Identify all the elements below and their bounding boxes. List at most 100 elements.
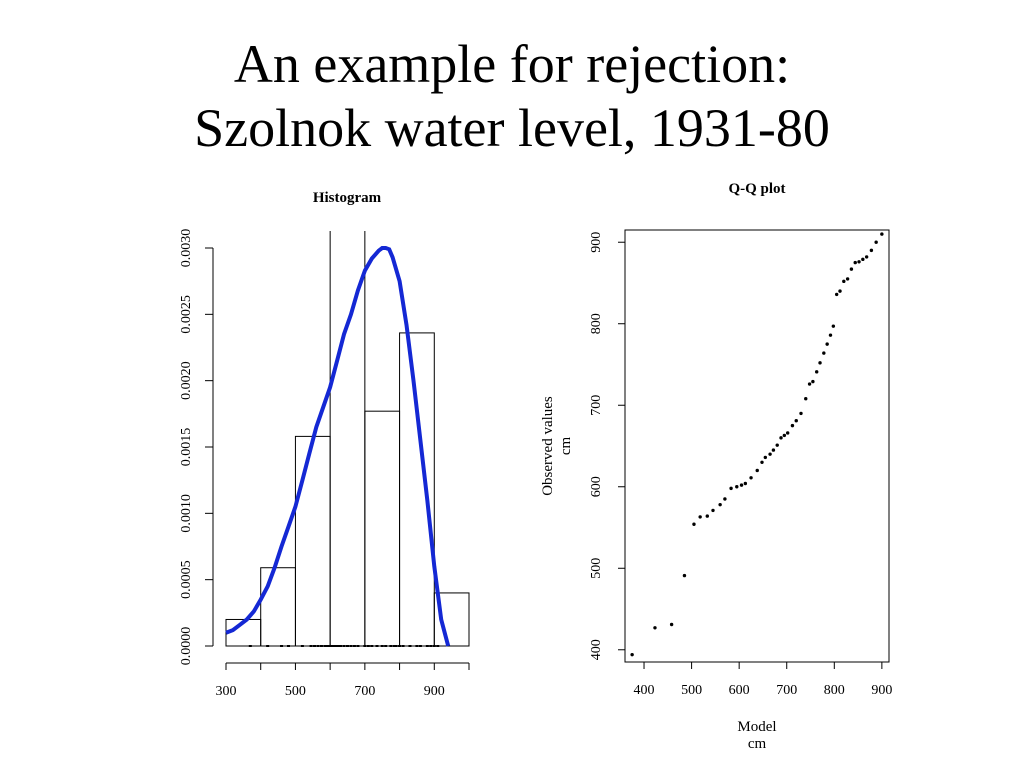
histogram-x-tick-label: 700 bbox=[354, 684, 375, 699]
qq-plot-point bbox=[782, 433, 787, 438]
slide-title-line-2: Szolnok water level, 1931-80 bbox=[194, 98, 830, 158]
qq-plot-x-tick-label: 500 bbox=[681, 683, 702, 698]
histogram-y-axis: 0.0000 0.0005 0.0010 0.0015 0.0020 0.0025 0.00… bbox=[179, 229, 214, 666]
histogram-rug-mark bbox=[328, 645, 332, 647]
histogram-rug-mark bbox=[335, 645, 339, 647]
qq-plot-point bbox=[785, 431, 790, 435]
histogram-x-tick-label: 900 bbox=[424, 684, 445, 699]
histogram-x-tick-label: 300 bbox=[216, 684, 237, 699]
histogram-rug-mark bbox=[266, 645, 270, 647]
qq-plot-point bbox=[880, 232, 884, 236]
qq-plot-points bbox=[630, 232, 884, 657]
histogram-rug-mark bbox=[352, 645, 356, 647]
slide-title: An example for rejection: Szolnok water … bbox=[0, 32, 1024, 160]
qq-plot-point bbox=[825, 342, 829, 346]
histogram-chart: Histogram 0.0000 0.0005 0.0010 0.0015 0.0020… bbox=[179, 190, 470, 699]
histogram-rug-mark bbox=[363, 645, 367, 647]
qq-plot-point bbox=[711, 508, 715, 513]
qq-plot-point bbox=[849, 267, 854, 271]
qq-plot-point bbox=[861, 257, 865, 262]
qq-plot-point bbox=[771, 448, 776, 452]
histogram-rug-mark bbox=[394, 645, 398, 647]
qq-plot-y-label: Observed values bbox=[540, 396, 556, 496]
qq-plot-y-tick-label: 500 bbox=[589, 558, 604, 579]
qq-plot-point bbox=[669, 622, 674, 627]
qq-plot-point bbox=[692, 522, 696, 526]
qq-plot-frame bbox=[624, 229, 890, 663]
histogram-rug-mark bbox=[384, 645, 388, 647]
histogram-rug-mark bbox=[300, 645, 304, 647]
qq-plot-point bbox=[698, 515, 702, 519]
density-curve bbox=[225, 246, 451, 647]
qq-plot-point bbox=[755, 468, 759, 473]
qq-plot-x-tick-label: 400 bbox=[634, 683, 655, 698]
qq-plot-y-axis: 400 500 600 700 800 900 bbox=[589, 232, 625, 660]
histogram-rug-mark bbox=[408, 645, 412, 647]
qq-plot-y-tick-label: 600 bbox=[589, 476, 604, 497]
qq-plot-point bbox=[718, 502, 722, 507]
histogram-rug-mark bbox=[375, 645, 379, 647]
histogram-y-tick-label: 0.0015 bbox=[179, 428, 194, 467]
qq-plot-y-tick-label: 400 bbox=[589, 639, 604, 660]
histogram-rug-mark bbox=[309, 645, 313, 647]
qq-plot-point bbox=[811, 379, 815, 384]
histogram-rug-mark bbox=[398, 645, 402, 647]
qq-plot-y-unit: cm bbox=[558, 437, 574, 456]
qq-plot-x-axis: 400 500 600 700 800 900 bbox=[634, 662, 892, 698]
qq-plot-point bbox=[768, 452, 772, 456]
qq-plot-x-tick-label: 900 bbox=[871, 683, 892, 698]
histogram-y-tick-label: 0.0025 bbox=[179, 295, 194, 334]
histogram-rug-mark bbox=[337, 645, 341, 647]
qq-plot-point bbox=[834, 292, 839, 297]
histogram-rug-mark bbox=[280, 645, 284, 647]
histogram-rug-mark bbox=[316, 645, 320, 647]
histogram-title: Histogram bbox=[313, 190, 382, 206]
histogram-rug-mark bbox=[286, 645, 290, 647]
qq-plot-point bbox=[842, 279, 846, 284]
qq-plot-point bbox=[653, 626, 657, 630]
histogram-rug-mark bbox=[366, 645, 370, 647]
histogram-rug bbox=[248, 645, 440, 647]
histogram-reference-lines bbox=[329, 231, 366, 646]
histogram-rug-mark bbox=[429, 645, 433, 647]
histogram-rug-mark bbox=[319, 645, 323, 647]
qq-plot-point bbox=[874, 240, 878, 244]
histogram-y-tick-label: 0.0000 bbox=[179, 627, 194, 666]
qq-plot-point bbox=[682, 573, 687, 578]
histogram-y-tick-label: 0.0010 bbox=[179, 494, 194, 533]
qq-plot-chart: Q-Q plot 400 500 600 700 800 900 400 500 600 700… bbox=[540, 181, 892, 752]
histogram-x-axis: 300 500 700 900 bbox=[216, 662, 470, 699]
qq-plot-point bbox=[630, 652, 634, 657]
histogram-rug-mark bbox=[326, 645, 330, 647]
histogram-rug-mark bbox=[392, 645, 396, 647]
qq-plot-point bbox=[799, 411, 803, 416]
qq-plot-point bbox=[794, 419, 798, 423]
histogram-rug-mark bbox=[332, 645, 336, 647]
qq-plot-x-unit: cm bbox=[748, 736, 767, 752]
qq-plot-point bbox=[831, 324, 836, 328]
qq-plot-point bbox=[763, 455, 768, 460]
qq-plot-point bbox=[853, 260, 857, 265]
qq-plot-point bbox=[735, 485, 739, 489]
histogram-rug-mark bbox=[425, 645, 429, 647]
qq-plot-y-tick-label: 800 bbox=[589, 313, 604, 334]
qq-plot-point bbox=[828, 333, 833, 337]
qq-plot-point bbox=[779, 436, 783, 440]
histogram-bar bbox=[364, 410, 401, 647]
histogram-rug-mark bbox=[415, 645, 419, 647]
qq-plot-point bbox=[749, 476, 753, 480]
qq-plot-y-tick-label: 900 bbox=[589, 232, 604, 253]
qq-plot-point bbox=[723, 497, 727, 501]
qq-plot-title: Q-Q plot bbox=[728, 181, 785, 197]
histogram-x-tick-label: 500 bbox=[285, 684, 306, 699]
histogram-rug-mark bbox=[323, 645, 327, 647]
histogram-rug-mark bbox=[349, 645, 353, 647]
qq-plot-point bbox=[857, 260, 861, 264]
qq-plot-point bbox=[739, 483, 744, 487]
histogram-rug-mark bbox=[389, 645, 393, 647]
histogram-rug-mark bbox=[333, 645, 337, 647]
histogram-y-tick-label: 0.0030 bbox=[179, 229, 194, 268]
histogram-bar bbox=[399, 332, 435, 647]
histogram-y-tick-label: 0.0020 bbox=[179, 361, 194, 400]
